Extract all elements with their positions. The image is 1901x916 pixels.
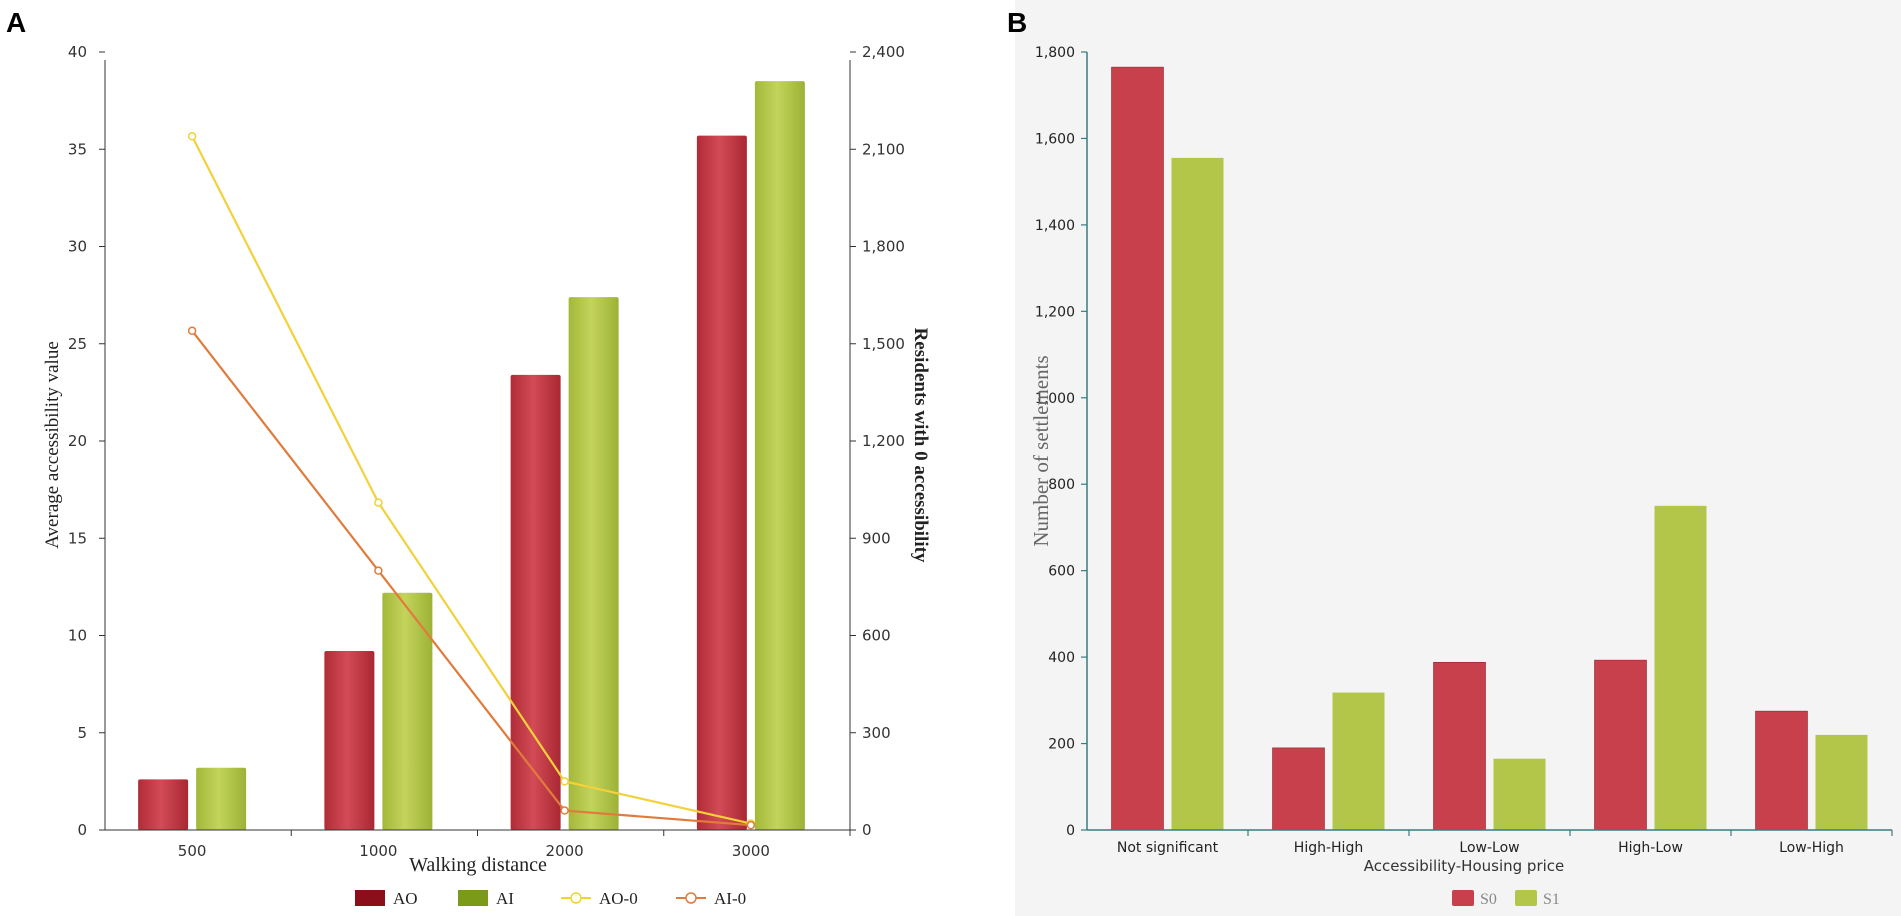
chart-a-ytick-label: 0 — [77, 821, 87, 839]
chart-b-ytick-label: 1,200 — [1035, 304, 1075, 320]
chart-b-ytick-label: 800 — [1048, 477, 1075, 493]
chart-a-ytick-label: 15 — [68, 529, 87, 547]
chart-a-y2tick-label: 300 — [862, 724, 891, 742]
chart-b-ylabel: Number of settlements — [1029, 355, 1053, 546]
chart-b-bar-s1-not-significant — [1171, 157, 1224, 831]
chart-a-xtick-label: 1000 — [359, 842, 397, 860]
chart-b-ytick-label: 1,800 — [1035, 45, 1075, 61]
chart-b-x-ticks: Not significant High-High Low-Low High-Low L… — [1117, 830, 1893, 856]
chart-a-y2tick-label: 1,500 — [862, 335, 905, 353]
chart-b-bar-s1-low-low — [1493, 758, 1546, 830]
chart-b-bar-s0-low-low — [1433, 661, 1486, 831]
chart-b-bar-s0-high-low — [1594, 659, 1647, 831]
panel-label-a: A — [6, 7, 26, 38]
chart-a-ytick-label: 5 — [77, 724, 87, 742]
chart-a-legend-label: AO — [393, 889, 418, 908]
chart-a-left-ticks: 0 5 10 15 20 25 30 35 40 — [68, 43, 105, 839]
panel-label-b: B — [1007, 7, 1027, 38]
chart-b-ytick-label: 1,600 — [1035, 131, 1075, 147]
chart-b-bar-s0-not-significant — [1111, 66, 1164, 831]
chart-b-xtick-label: High-High — [1294, 840, 1363, 856]
chart-a-ytick-label: 35 — [68, 140, 87, 158]
chart-a-right-ticks: 0 300 600 900 1,200 1,500 1,800 2,100 2,400 — [850, 43, 905, 839]
chart-a-y2tick-label: 1,200 — [862, 432, 905, 450]
chart-a-xlabel: Walking distance — [409, 854, 547, 876]
chart-a-xtick-label: 500 — [178, 842, 207, 860]
chart-b-legend-swatch — [1452, 890, 1474, 906]
chart-b-y-ticks: 0 200 400 600 800 1,000 1,200 1,400 1,600 1,800 — [1035, 45, 1087, 839]
chart-b-xtick-label: Low-Low — [1459, 840, 1519, 856]
chart-a-bar-ai-1000 — [382, 592, 433, 830]
chart-a-y2tick-label: 1,800 — [862, 238, 905, 256]
chart-a-point-ai-0 — [187, 326, 197, 336]
chart-a-legend-marker — [685, 892, 697, 904]
chart-a-ytick-label: 40 — [68, 43, 87, 61]
chart-b-bar-s1-low-high — [1815, 734, 1868, 830]
chart-a-point-ao-0 — [187, 132, 197, 141]
chart-b-bar-s1-high-high — [1332, 692, 1385, 830]
chart-a-legend-marker — [570, 892, 582, 904]
chart-a-legend-swatch — [458, 890, 488, 906]
chart-a-y2tick-label: 900 — [862, 529, 891, 547]
chart-a-bar-ao-3000 — [696, 135, 747, 830]
chart-a-legend: AO AI AO-0 AI-0 — [355, 889, 746, 908]
chart-b-bars — [1111, 66, 1868, 831]
chart-a: A 0 5 10 15 20 25 30 35 40 0 300 600 900 1,200 1,500 1… — [6, 7, 931, 908]
chart-b: B 0 200 400 600 800 1,000 1,200 1,400 1,600 1,800… — [1007, 0, 1901, 916]
chart-a-bar-ao-2000 — [510, 374, 561, 830]
chart-a-x-ticks: 500 1000 2000 3000 — [178, 830, 851, 860]
chart-b-legend: S0 S1 — [1452, 890, 1560, 908]
chart-a-bar-ai-500 — [196, 767, 247, 830]
chart-a-xtick-label: 2000 — [546, 842, 584, 860]
chart-a-legend-swatch — [355, 890, 385, 906]
chart-a-bars — [138, 81, 805, 831]
chart-b-legend-label: S0 — [1480, 891, 1497, 908]
chart-b-bar-s0-high-high — [1272, 747, 1325, 831]
chart-a-legend-label: AI-0 — [714, 889, 746, 908]
chart-a-xtick-label: 3000 — [732, 842, 770, 860]
chart-a-point-ai-0 — [374, 566, 383, 575]
chart-a-bar-ao-500 — [138, 779, 189, 830]
chart-a-point-ao-0 — [560, 777, 569, 786]
chart-b-ytick-label: 600 — [1048, 564, 1075, 580]
chart-a-bar-ai-2000 — [568, 297, 619, 830]
chart-b-xlabel: Accessibility-Housing price — [1364, 857, 1565, 875]
chart-a-y2tick-label: 600 — [862, 627, 891, 645]
chart-b-legend-label: S1 — [1543, 891, 1560, 908]
chart-a-bar-ai-3000 — [754, 81, 805, 831]
chart-b-ytick-label: 1,000 — [1035, 391, 1075, 407]
chart-b-ytick-label: 400 — [1048, 650, 1075, 666]
chart-b-xtick-label: High-Low — [1618, 840, 1683, 856]
chart-a-ytick-label: 20 — [68, 432, 87, 450]
chart-a-ylabel: Average accessibility value — [42, 341, 63, 549]
chart-b-ytick-label: 200 — [1048, 737, 1075, 753]
chart-a-point-ao-0 — [374, 498, 383, 507]
chart-a-bar-ao-1000 — [324, 651, 375, 830]
chart-a-y2tick-label: 0 — [862, 821, 872, 839]
chart-b-legend-swatch — [1515, 890, 1537, 906]
chart-a-y2label: Residents with 0 accessibility — [910, 328, 931, 563]
chart-a-line-ai-0 — [191, 330, 751, 827]
chart-a-ytick-label: 25 — [68, 335, 87, 353]
chart-a-point-ai-0 — [560, 806, 569, 815]
chart-a-legend-label: AO-0 — [599, 889, 638, 908]
chart-b-ytick-label: 0 — [1066, 823, 1075, 839]
chart-a-lines — [187, 132, 756, 830]
chart-b-xtick-label: Low-High — [1779, 840, 1844, 856]
chart-a-ytick-label: 10 — [68, 627, 87, 645]
chart-a-ytick-label: 30 — [68, 238, 87, 256]
chart-b-bar-s0-low-high — [1755, 710, 1808, 831]
chart-a-legend-label: AI — [496, 889, 514, 908]
chart-a-y2tick-label: 2,400 — [862, 43, 905, 61]
chart-a-line-ao-0 — [191, 135, 752, 825]
chart-b-bar-s1-high-low — [1654, 505, 1707, 830]
chart-b-ytick-label: 1,400 — [1035, 218, 1075, 234]
chart-a-y2tick-label: 2,100 — [862, 140, 905, 158]
chart-b-xtick-label: Not significant — [1117, 840, 1219, 856]
chart-a-point-ai-0 — [746, 820, 756, 830]
